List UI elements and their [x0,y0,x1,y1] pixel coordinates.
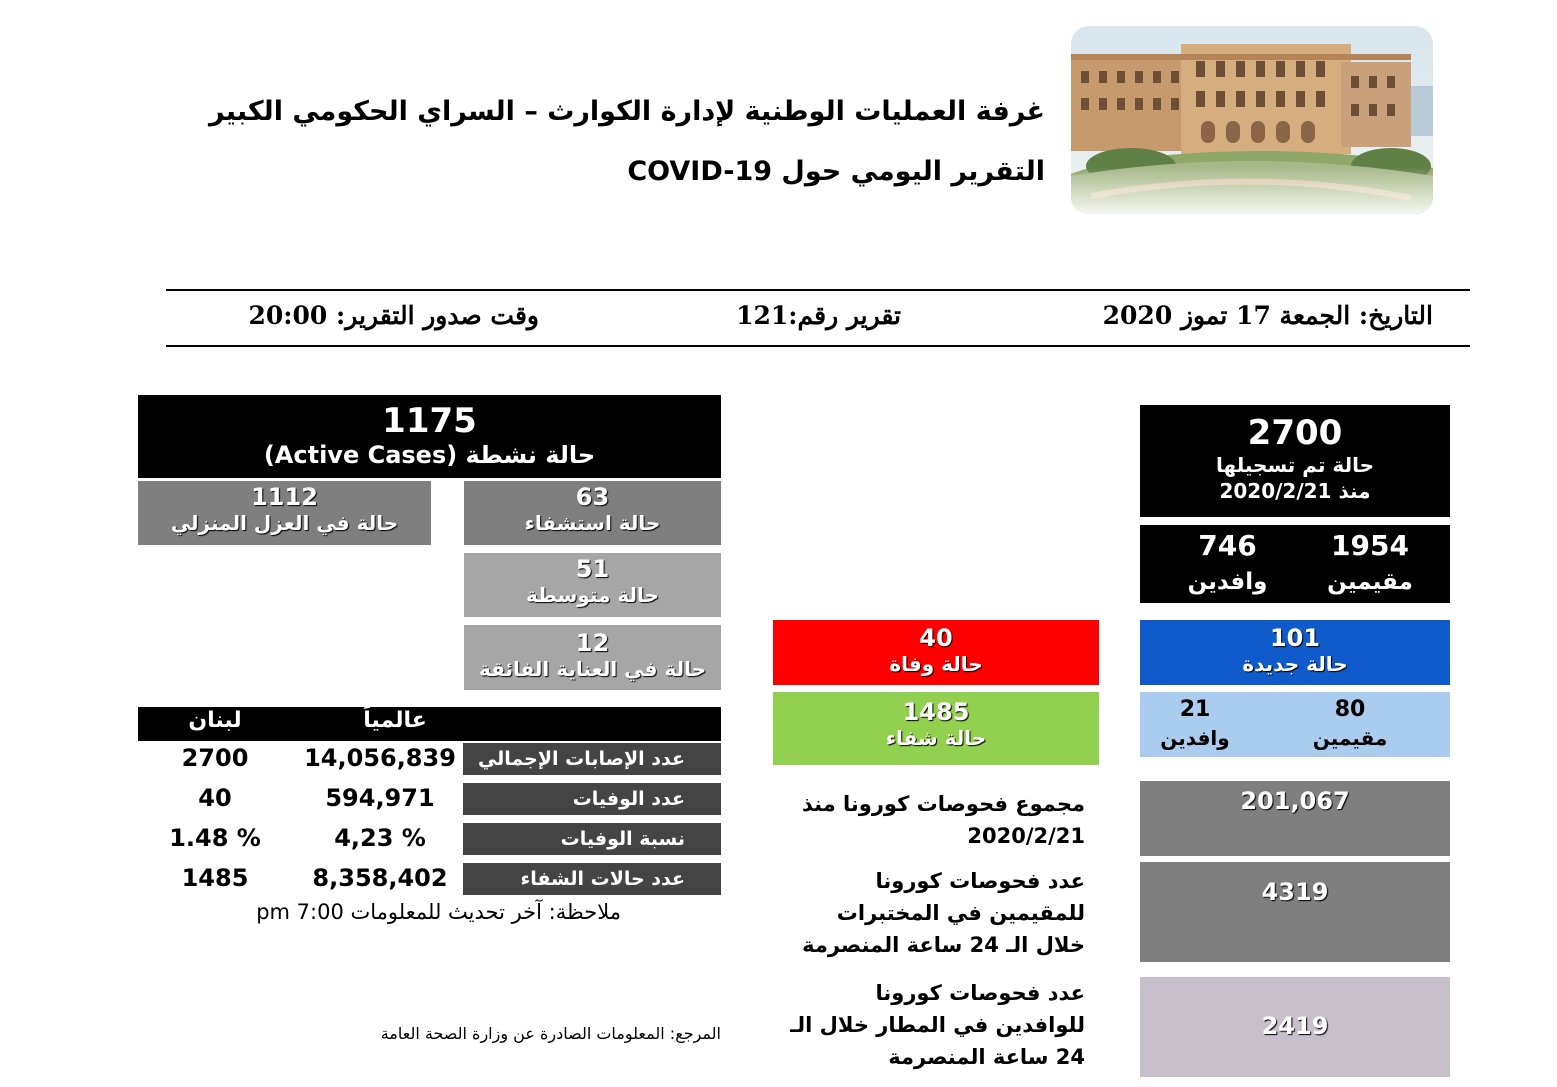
deaths-label: حالة وفاة [889,652,983,676]
hospitalized-box: 63 حالة استشفاء [464,481,721,545]
new-cases-box: 101 حالة جديدة [1140,620,1450,685]
active-cases-label: حالة نشطة (Active Cases) [263,441,596,469]
report-date: التاريخ: الجمعة 17 تموز 2020 [1102,301,1433,330]
total-cases-value: 2700 [1247,413,1343,453]
home-isolation-box: 1112 حالة في العزل المنزلي [138,481,431,545]
moderate-box: 51 حالة متوسطة [464,553,721,617]
new-cases-value: 101 [1269,624,1321,652]
col-global-header: عالمياً [363,708,427,733]
header-title-line2: التقرير اليومي حول COVID-19 [627,156,1045,187]
home-isolation-value: 1112 [251,483,318,511]
new-cases-breakdown: 80 مقيمين 21 وافدين [1140,692,1450,757]
meta-bottom-rule [166,345,1470,347]
header-title-line1: غرفة العمليات الوطنية لإدارة الكوارث – ا… [209,96,1045,127]
row-total-cases-label: عدد الإصابات الإجمالي [463,743,721,775]
total-arrivals-value: 746 [1198,529,1257,562]
row-recoveries-global: 8,358,402 [312,864,448,892]
tests-residents-box: 4319 [1140,862,1450,962]
new-arrivals-label: وافدين [1160,726,1230,750]
hospitalized-label: حالة استشفاء [524,511,661,535]
total-arrivals-label: وافدين [1187,569,1268,595]
deaths-value: 40 [919,624,953,652]
row-total-cases-global: 14,056,839 [304,744,456,772]
tests-total-value: 201,067 [1240,787,1350,815]
recoveries-label: حالة شفاء [885,726,987,750]
tests-total-box: 201,067 [1140,781,1450,856]
icu-box: 12 حالة في العناية الفائقة [464,625,721,690]
tests-residents-value: 4319 [1261,878,1329,906]
tests-residents-label: عدد فحوصات كورونا للمقيمين في المختبرات … [802,869,1085,957]
meta-top-rule [166,289,1470,291]
hospitalized-value: 63 [575,483,610,511]
footer-source: المرجع: المعلومات الصادرة عن وزارة الصحة… [380,1024,721,1043]
row-death-rate-label: نسبة الوفيات [463,823,721,855]
row-deaths-lebanon: 40 [198,784,232,812]
table-update-note: ملاحظة: آخر تحديث للمعلومات 7:00 pm [256,900,621,924]
home-isolation-label: حالة في العزل المنزلي [170,511,399,535]
tests-arrivals-label: عدد فحوصات كورونا للوافدين في المطار خلا… [790,981,1085,1069]
icu-label: حالة في العناية الفائقة [478,657,707,681]
total-residents-value: 1954 [1331,529,1409,562]
deaths-box: 40 حالة وفاة [773,620,1099,685]
col-lebanon-header: لبنان [188,708,242,733]
new-residents-value: 80 [1334,697,1366,722]
active-cases-box: 1175 حالة نشطة (Active Cases) [138,395,721,478]
icu-value: 12 [575,629,610,657]
row-death-rate-global: 4,23 % [334,824,426,852]
new-residents-label: مقيمين [1312,726,1388,750]
comparison-table-header [138,707,721,741]
moderate-label: حالة متوسطة [526,583,659,607]
grand-serail-photo [1071,26,1433,214]
total-cases-breakdown: 1954 مقيمين 746 وافدين [1140,525,1450,603]
report-issue-time: وقت صدور التقرير: 20:00 [248,301,539,330]
tests-arrivals-value: 2419 [1261,1012,1329,1040]
recoveries-box: 1485 حالة شفاء [773,692,1099,765]
active-cases-value: 1175 [382,401,477,441]
total-cases-box: 2700 حالة تم تسجيلها منذ 2020/2/21 [1140,405,1450,517]
row-recoveries-lebanon: 1485 [181,864,249,892]
row-death-rate-lebanon: 1.48 % [169,824,261,852]
tests-total-label: مجموع فحوصات كورونا منذ 2020/2/21 [802,792,1085,848]
moderate-value: 51 [575,555,610,583]
total-cases-since: منذ 2020/2/21 [1219,479,1371,503]
new-cases-label: حالة جديدة [1242,652,1348,676]
row-deaths-label: عدد الوفيات [463,783,721,815]
row-total-cases-lebanon: 2700 [181,744,249,772]
row-recoveries-label: عدد حالات الشفاء [463,863,721,895]
total-residents-label: مقيمين [1327,569,1413,595]
report-number: تقرير رقم:121 [736,301,901,330]
tests-arrivals-box: 2419 [1140,977,1450,1077]
new-arrivals-value: 21 [1179,697,1211,722]
recoveries-value: 1485 [902,698,970,726]
total-cases-label: حالة تم تسجيلها [1216,453,1374,477]
row-deaths-global: 594,971 [325,784,435,812]
